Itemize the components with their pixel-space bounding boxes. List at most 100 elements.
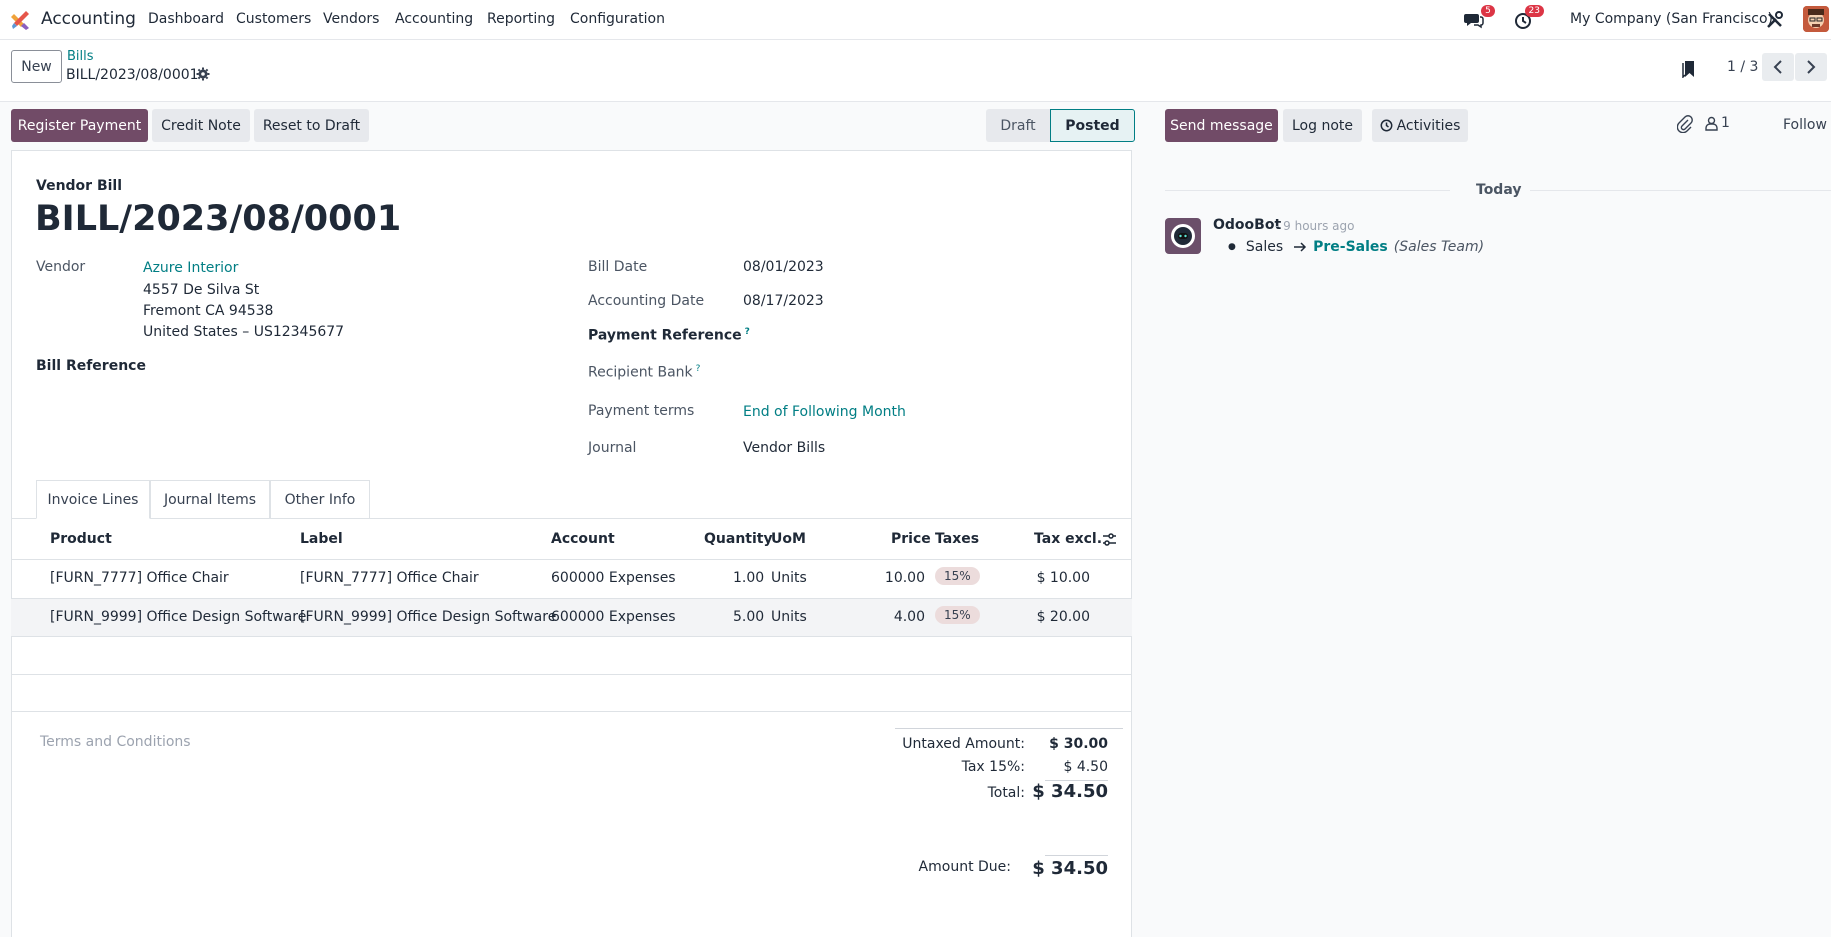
row-tax-tag: 15% <box>935 567 980 585</box>
vendor-address-street: 4557 De Silva St <box>143 282 260 298</box>
row-product: [FURN_7777] Office Chair <box>50 570 229 586</box>
chevron-left-icon <box>1773 60 1782 74</box>
row-account: 600000 Expenses <box>551 609 676 625</box>
column-label[interactable]: Label <box>300 531 343 547</box>
clock-icon <box>1515 13 1531 29</box>
menu-configuration[interactable]: Configuration <box>570 11 665 27</box>
status-draft[interactable]: Draft <box>986 109 1050 142</box>
row-uom: Units <box>771 570 807 586</box>
row-price: 4.00 <box>893 609 925 625</box>
app-name[interactable]: Accounting <box>41 9 136 29</box>
column-uom[interactable]: UoM <box>771 531 806 547</box>
total-line <box>1045 780 1108 781</box>
vendor-name[interactable]: Azure Interior <box>143 260 239 276</box>
debug-tools-icon[interactable] <box>1766 11 1784 29</box>
menu-accounting[interactable]: Accounting <box>395 11 474 27</box>
row-divider <box>11 598 1132 599</box>
accounting-app-icon[interactable] <box>10 9 32 31</box>
column-price[interactable]: Price <box>891 531 931 547</box>
robot-icon <box>1171 224 1195 248</box>
amount-due-value: $ 34.50 <box>1032 858 1108 879</box>
payment-reference-help[interactable]: ? <box>744 327 750 337</box>
recipient-bank-text: Recipient Bank <box>588 364 693 381</box>
recipient-bank-help[interactable]: ? <box>695 364 701 374</box>
row-divider <box>11 711 1132 712</box>
column-tax-excl[interactable]: Tax excl. <box>1034 531 1103 547</box>
followers-button[interactable]: 1 <box>1705 115 1730 131</box>
log-note-button[interactable]: Log note <box>1283 109 1362 142</box>
tabs-divider <box>11 518 1132 519</box>
gear-icon[interactable] <box>196 67 210 81</box>
activities-button[interactable]: 23 <box>1512 5 1544 31</box>
column-quantity[interactable]: Quantity <box>704 531 773 547</box>
tab-other-info[interactable]: Other Info <box>270 480 370 519</box>
arrow-right-icon <box>1294 242 1307 252</box>
row-tax-tag: 15% <box>935 606 980 624</box>
tab-invoice-lines[interactable]: Invoice Lines <box>36 480 150 519</box>
column-account[interactable]: Account <box>551 531 615 547</box>
odoobot-avatar[interactable] <box>1165 218 1201 254</box>
register-payment-button[interactable]: Register Payment <box>11 109 148 142</box>
status-posted[interactable]: Posted <box>1050 109 1135 142</box>
pager-previous-button[interactable] <box>1762 53 1794 81</box>
chat-icon <box>1464 14 1484 29</box>
accounting-date-label: Accounting Date <box>588 293 705 309</box>
company-switcher[interactable]: My Company (San Francisco) <box>1570 11 1773 27</box>
tab-journal-items[interactable]: Journal Items <box>150 480 270 519</box>
payment-terms-field[interactable]: End of Following Month <box>743 404 906 420</box>
optional-columns-icon[interactable] <box>1102 532 1117 547</box>
send-message-button[interactable]: Send message <box>1165 109 1278 142</box>
reset-to-draft-button[interactable]: Reset to Draft <box>254 109 369 142</box>
credit-note-button[interactable]: Credit Note <box>152 109 250 142</box>
activities-chatter-button[interactable]: Activities <box>1372 109 1468 142</box>
journal-field[interactable]: Vendor Bills <box>743 440 826 456</box>
totals-top-line <box>895 728 1123 729</box>
activities-label: Activities <box>1396 117 1461 134</box>
document-type: Vendor Bill <box>36 178 123 194</box>
table-header-divider <box>11 559 1132 560</box>
tracking-field: (Sales Team) <box>1393 239 1485 255</box>
row-subtotal: $ 20.00 <box>1036 609 1090 625</box>
total-label: Total: <box>987 785 1025 801</box>
message-author[interactable]: OdooBot <box>1213 217 1282 233</box>
menu-reporting[interactable]: Reporting <box>487 11 556 27</box>
row-quantity: 5.00 <box>733 609 765 625</box>
journal-label: Journal <box>588 440 637 456</box>
breadcrumb-current: BILL/2023/08/0001 <box>66 67 199 83</box>
date-divider-right <box>1530 190 1831 191</box>
tracking-change: ● Sales Pre-Sales (Sales Team) <box>1228 239 1484 255</box>
bill-date-field[interactable]: 08/01/2023 <box>743 259 824 275</box>
follow-button[interactable]: Follow <box>1783 117 1827 133</box>
tax-label: Tax 15%: <box>961 759 1025 775</box>
terms-conditions-input[interactable]: Terms and Conditions <box>40 734 191 750</box>
tracking-old-value: Sales <box>1245 239 1284 255</box>
total-value: $ 34.50 <box>1032 781 1108 802</box>
breadcrumb-bills[interactable]: Bills <box>67 49 94 64</box>
pager-next-button[interactable] <box>1795 53 1827 81</box>
bookmark-icon[interactable] <box>1682 60 1696 78</box>
column-product[interactable]: Product <box>50 531 112 547</box>
menu-customers[interactable]: Customers <box>236 11 312 27</box>
row-label: [FURN_9999] Office Design Software <box>300 609 557 625</box>
paperclip-icon[interactable] <box>1677 115 1693 133</box>
accounting-date-field[interactable]: 08/17/2023 <box>743 293 824 309</box>
vendor-label: Vendor <box>36 259 86 275</box>
followers-count: 1 <box>1721 115 1730 131</box>
new-button[interactable]: New <box>11 50 62 83</box>
messages-button[interactable]: 5 <box>1463 5 1495 31</box>
column-taxes[interactable]: Taxes <box>935 531 980 547</box>
date-separator: Today <box>1476 182 1522 198</box>
untaxed-amount-label: Untaxed Amount: <box>902 736 1025 752</box>
menu-vendors[interactable]: Vendors <box>323 11 380 27</box>
document-number: BILL/2023/08/0001 <box>35 199 402 239</box>
chevron-right-icon <box>1807 60 1816 74</box>
pager-value[interactable]: 1 / 3 <box>1727 59 1759 75</box>
menu-dashboard[interactable]: Dashboard <box>148 11 224 27</box>
user-avatar[interactable] <box>1803 6 1829 32</box>
bill-reference-label: Bill Reference <box>36 358 146 374</box>
bullet-icon: ● <box>1228 242 1236 252</box>
tax-value: $ 4.50 <box>1063 759 1108 775</box>
date-divider-left <box>1165 190 1450 191</box>
bill-date-label: Bill Date <box>588 259 648 275</box>
row-price: 10.00 <box>884 570 925 586</box>
